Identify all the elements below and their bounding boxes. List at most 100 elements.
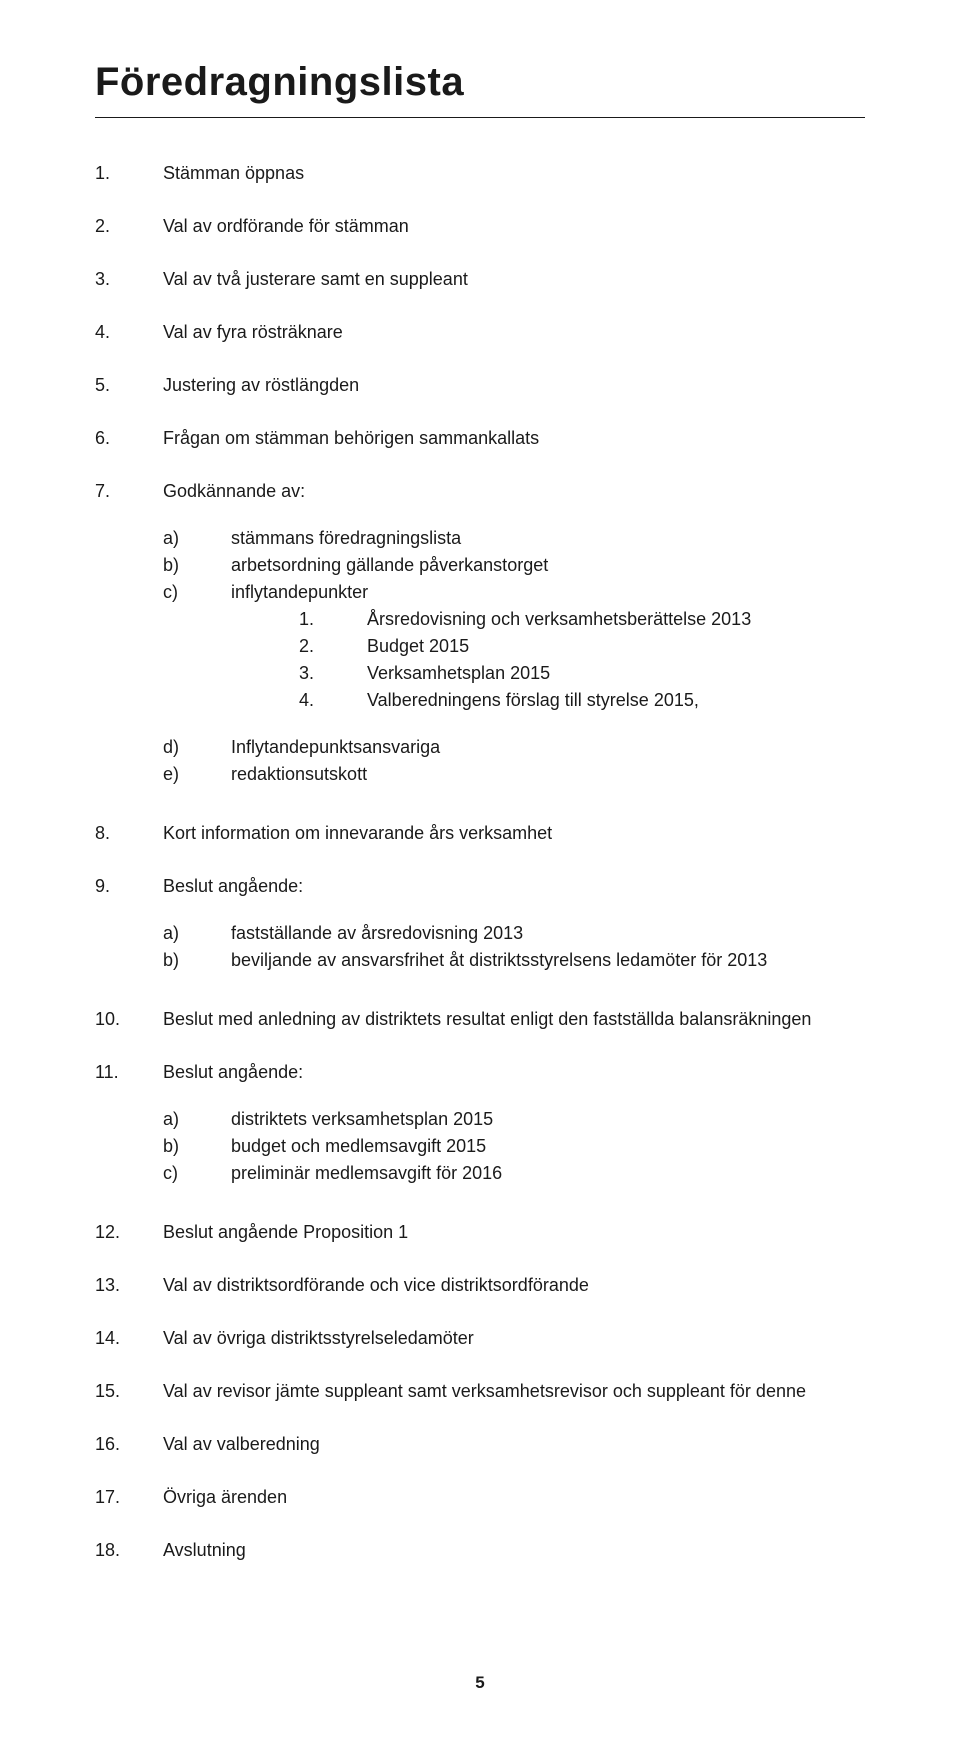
agenda-item-number: 14. — [95, 1325, 163, 1352]
agenda-item-number: 1. — [95, 160, 163, 187]
agenda-sub2-text: Verksamhetsplan 2015 — [367, 660, 865, 687]
agenda-subitem-letter: b) — [163, 1133, 231, 1160]
agenda-subitem: b)budget och medlemsavgift 2015 — [163, 1133, 865, 1160]
agenda-sub2-item: 3.Verksamhetsplan 2015 — [299, 660, 865, 687]
agenda-item-number: 4. — [95, 319, 163, 346]
agenda-item-text: Val av revisor jämte suppleant samt verk… — [163, 1378, 865, 1405]
agenda-item-number: 11. — [95, 1059, 163, 1193]
agenda-item-number: 16. — [95, 1431, 163, 1458]
agenda-subitem-letter: a) — [163, 920, 231, 947]
agenda-item: 16.Val av valberedning — [95, 1431, 865, 1458]
agenda-item-number: 17. — [95, 1484, 163, 1511]
agenda-sub2-number: 3. — [299, 660, 367, 687]
title-rule — [95, 117, 865, 118]
agenda-subitem-letter: a) — [163, 525, 231, 552]
agenda-item: 17.Övriga ärenden — [95, 1484, 865, 1511]
agenda-item-number: 7. — [95, 478, 163, 794]
agenda-subitem-letter: b) — [163, 947, 231, 974]
agenda-sub2-item: 2.Budget 2015 — [299, 633, 865, 660]
agenda-subitem-text: fastställande av årsredovisning 2013 — [231, 920, 865, 947]
agenda-subitem: c)inflytandepunkter1.Årsredovisning och … — [163, 579, 865, 714]
page-number: 5 — [0, 1673, 960, 1693]
agenda-sub2-item: 1.Årsredovisning och verksamhetsberättel… — [299, 606, 865, 633]
agenda-subitem-text: preliminär medlemsavgift för 2016 — [231, 1160, 865, 1187]
agenda-subitem-text: distriktets verksamhetsplan 2015 — [231, 1106, 865, 1133]
agenda-item-text: Övriga ärenden — [163, 1484, 865, 1511]
agenda-sub2-text: Valberedningens förslag till styrelse 20… — [367, 687, 865, 714]
agenda-subitem: a)stämmans föredragningslista — [163, 525, 865, 552]
agenda-item: 12.Beslut angående Proposition 1 — [95, 1219, 865, 1246]
agenda-item-number: 10. — [95, 1006, 163, 1033]
agenda-item-number: 3. — [95, 266, 163, 293]
agenda-item-text: Beslut med anledning av distriktets resu… — [163, 1006, 865, 1033]
agenda-item-number: 15. — [95, 1378, 163, 1405]
agenda-subitem-text: beviljande av ansvarsfrihet åt distrikts… — [231, 947, 865, 974]
agenda-item: 13.Val av distriktsordförande och vice d… — [95, 1272, 865, 1299]
agenda-subitem: b)arbetsordning gällande påverkanstorget — [163, 552, 865, 579]
agenda-sublist: a)stämmans föredragningslistab)arbetsord… — [163, 525, 865, 714]
agenda-item: 2.Val av ordförande för stämman — [95, 213, 865, 240]
agenda-item-text: Val av övriga distriktsstyrelseledamöter — [163, 1325, 865, 1352]
agenda-sub2-item: 4.Valberedningens förslag till styrelse … — [299, 687, 865, 714]
agenda-subitem-letter: e) — [163, 761, 231, 788]
agenda-item: 3.Val av två justerare samt en suppleant — [95, 266, 865, 293]
agenda-item-text: Val av fyra rösträknare — [163, 319, 865, 346]
agenda-item-number: 12. — [95, 1219, 163, 1246]
agenda-subitem-letter: b) — [163, 552, 231, 579]
agenda-sub2-text: Årsredovisning och verksamhetsberättelse… — [367, 606, 865, 633]
agenda-item: 4.Val av fyra rösträknare — [95, 319, 865, 346]
agenda-sublist: a)distriktets verksamhetsplan 2015b)budg… — [163, 1106, 865, 1187]
agenda-item-text: Avslutning — [163, 1537, 865, 1564]
agenda-subitem: c)preliminär medlemsavgift för 2016 — [163, 1160, 865, 1187]
agenda-item-number: 13. — [95, 1272, 163, 1299]
agenda-subitem: e)redaktionsutskott — [163, 761, 865, 788]
agenda-subitem: d)Inflytandepunktsansvariga — [163, 734, 865, 761]
agenda-item-text: Val av valberedning — [163, 1431, 865, 1458]
agenda-subitem-text: redaktionsutskott — [231, 761, 865, 788]
agenda-item-text: Kort information om innevarande års verk… — [163, 820, 865, 847]
agenda-item-text: Val av ordförande för stämman — [163, 213, 865, 240]
agenda-list: 1.Stämman öppnas 2.Val av ordförande för … — [95, 160, 865, 1564]
agenda-item-text: Beslut angående Proposition 1 — [163, 1219, 865, 1246]
page-title: Föredragningslista — [95, 60, 865, 105]
agenda-item-number: 9. — [95, 873, 163, 980]
agenda-subitem-text: Inflytandepunktsansvariga — [231, 734, 865, 761]
agenda-item: 9.Beslut angående: a)fastställande av års… — [95, 873, 865, 980]
agenda-subitem-text: inflytandepunkter — [231, 579, 865, 606]
agenda-subitem: b)beviljande av ansvarsfrihet åt distrik… — [163, 947, 865, 974]
agenda-item-text: Frågan om stämman behörigen sammankallat… — [163, 425, 865, 452]
agenda-subitem-letter: c) — [163, 579, 231, 714]
agenda-item-text: Justering av röstlängden — [163, 372, 865, 399]
agenda-sub2-list: 1.Årsredovisning och verksamhetsberättel… — [299, 606, 865, 714]
agenda-item: 6.Frågan om stämman behörigen sammankall… — [95, 425, 865, 452]
agenda-subitem-text: stämmans föredragningslista — [231, 525, 865, 552]
agenda-item: 14.Val av övriga distriktsstyrelseledamö… — [95, 1325, 865, 1352]
agenda-sub2-number: 4. — [299, 687, 367, 714]
agenda-item-text: Val av två justerare samt en suppleant — [163, 266, 865, 293]
agenda-item: 1.Stämman öppnas — [95, 160, 865, 187]
agenda-subitem: a)fastställande av årsredovisning 2013 — [163, 920, 865, 947]
agenda-item-text: Beslut angående: — [163, 873, 865, 900]
agenda-subitem-letter: c) — [163, 1160, 231, 1187]
agenda-subitem-letter: d) — [163, 734, 231, 761]
agenda-item-text: Beslut angående: — [163, 1059, 865, 1086]
agenda-subitem-text: arbetsordning gällande påverkanstorget — [231, 552, 865, 579]
agenda-subitem-letter: a) — [163, 1106, 231, 1133]
agenda-item: 11.Beslut angående: a)distriktets verksam… — [95, 1059, 865, 1193]
agenda-sublist: a)fastställande av årsredovisning 2013b)… — [163, 920, 865, 974]
agenda-item: 5.Justering av röstlängden — [95, 372, 865, 399]
agenda-item-text: Godkännande av: — [163, 478, 865, 505]
agenda-item: 10.Beslut med anledning av distriktets r… — [95, 1006, 865, 1033]
agenda-item-text: Val av distriktsordförande och vice dist… — [163, 1272, 865, 1299]
agenda-item: 18.Avslutning — [95, 1537, 865, 1564]
agenda-item-number: 18. — [95, 1537, 163, 1564]
agenda-sub2-number: 1. — [299, 606, 367, 633]
agenda-item: 15.Val av revisor jämte suppleant samt v… — [95, 1378, 865, 1405]
agenda-item: 7.Godkännande av: a)stämmans föredragning… — [95, 478, 865, 794]
agenda-item-number: 5. — [95, 372, 163, 399]
agenda-item-number: 6. — [95, 425, 163, 452]
agenda-sub2-text: Budget 2015 — [367, 633, 865, 660]
agenda-sublist: d)Inflytandepunktsansvarigae)redaktionsu… — [163, 734, 865, 788]
agenda-subitem: a)distriktets verksamhetsplan 2015 — [163, 1106, 865, 1133]
agenda-item: 8.Kort information om innevarande års ve… — [95, 820, 865, 847]
